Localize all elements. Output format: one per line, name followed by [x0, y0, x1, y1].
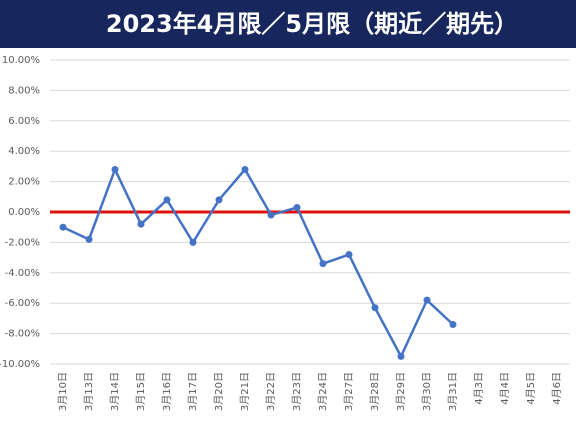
- x-tick-label: 3月24日: [317, 372, 329, 411]
- x-tick-label: 3月31日: [447, 372, 459, 411]
- data-point: [293, 203, 301, 211]
- y-tick-label: 10.00%: [2, 55, 40, 66]
- data-point: [111, 165, 119, 173]
- data-point: [241, 165, 249, 173]
- x-tick-label: 3月13日: [83, 372, 95, 411]
- x-tick-label: 3月14日: [109, 372, 121, 411]
- data-point: [319, 260, 327, 268]
- chart-title: 2023年4月限／5月限（期近／期先）: [106, 10, 518, 38]
- x-tick-label: 3月30日: [421, 372, 433, 411]
- y-tick-label: -2.00%: [5, 237, 40, 248]
- y-tick-label: 6.00%: [8, 116, 40, 127]
- data-point: [163, 196, 171, 204]
- x-tick-label: 4月5日: [525, 372, 537, 405]
- data-point: [85, 235, 93, 243]
- data-point: [59, 223, 67, 231]
- x-tick-label: 3月28日: [369, 372, 381, 411]
- x-tick-label: 3月22日: [265, 372, 277, 411]
- x-tick-label: 3月21日: [239, 372, 251, 411]
- y-tick-label: 8.00%: [8, 85, 40, 96]
- y-tick-label: -10.00%: [0, 359, 40, 370]
- data-point: [215, 196, 223, 204]
- y-tick-label: -4.00%: [5, 268, 40, 279]
- data-point: [397, 352, 405, 360]
- x-tick-label: 4月3日: [473, 372, 485, 405]
- x-tick-label: 3月10日: [57, 372, 69, 411]
- x-tick-label: 4月6日: [551, 372, 563, 405]
- data-point: [189, 238, 197, 246]
- y-tick-label: 4.00%: [8, 146, 40, 157]
- x-tick-label: 3月15日: [135, 372, 147, 411]
- y-tick-label: 2.00%: [8, 177, 40, 188]
- x-tick-label: 3月29日: [395, 372, 407, 411]
- x-tick-label: 3月16日: [161, 372, 173, 411]
- x-tick-label: 3月20日: [213, 372, 225, 411]
- series-line: [62, 166, 454, 360]
- x-tick-label: 3月23日: [291, 372, 303, 411]
- data-point: [137, 220, 145, 228]
- y-tick-label: -6.00%: [5, 298, 40, 309]
- data-point: [345, 251, 353, 259]
- x-tick-label: 4月4日: [499, 372, 511, 405]
- data-point: [371, 304, 379, 312]
- y-tick-label: -8.00%: [5, 329, 40, 340]
- x-tick-label: 3月17日: [187, 372, 199, 411]
- data-point: [267, 211, 275, 219]
- title-banner: [0, 0, 576, 48]
- data-point: [423, 296, 431, 304]
- y-tick-label: 0.00%: [8, 207, 40, 218]
- x-tick-label: 3月27日: [343, 372, 355, 411]
- data-point: [449, 320, 457, 328]
